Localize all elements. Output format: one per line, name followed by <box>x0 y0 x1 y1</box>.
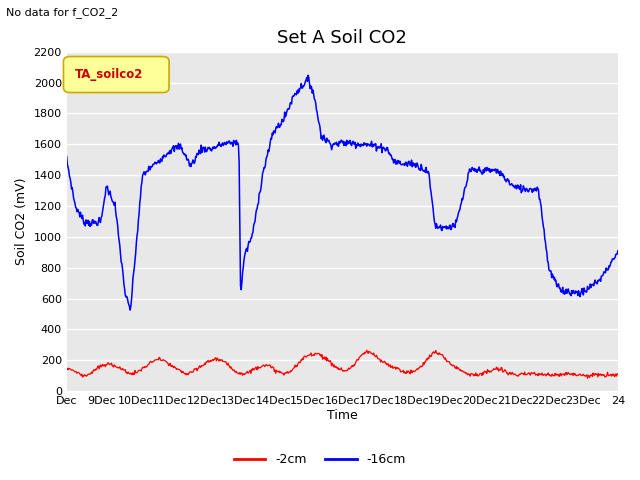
Title: Set A Soil CO2: Set A Soil CO2 <box>277 29 407 48</box>
Text: TA_soilco2: TA_soilco2 <box>75 68 143 81</box>
X-axis label: Time: Time <box>327 409 358 422</box>
Text: No data for f_CO2_2: No data for f_CO2_2 <box>6 7 118 18</box>
Legend: -2cm, -16cm: -2cm, -16cm <box>229 448 411 471</box>
Y-axis label: Soil CO2 (mV): Soil CO2 (mV) <box>15 178 28 265</box>
